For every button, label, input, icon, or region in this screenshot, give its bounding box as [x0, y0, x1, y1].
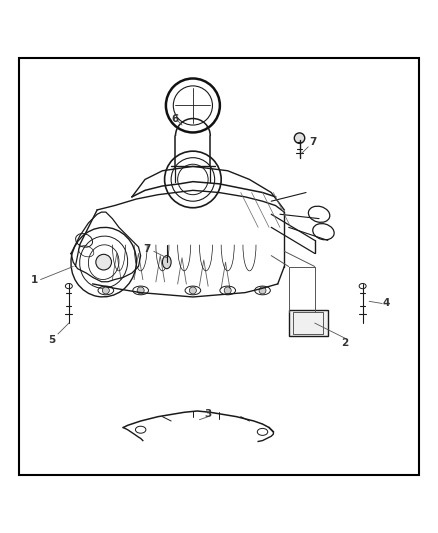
Text: 7: 7: [309, 138, 316, 148]
Circle shape: [102, 287, 110, 294]
Text: 6: 6: [172, 114, 179, 124]
Circle shape: [189, 287, 196, 294]
Text: 2: 2: [342, 338, 349, 348]
Text: 4: 4: [383, 298, 390, 309]
Text: 5: 5: [48, 335, 55, 345]
Ellipse shape: [294, 133, 305, 143]
Ellipse shape: [162, 256, 171, 269]
Text: 3: 3: [205, 409, 212, 419]
Circle shape: [224, 287, 231, 294]
Text: 1: 1: [30, 274, 38, 285]
Circle shape: [259, 287, 266, 294]
Circle shape: [96, 254, 112, 270]
FancyBboxPatch shape: [289, 310, 328, 336]
Circle shape: [137, 287, 144, 294]
Text: 7: 7: [144, 244, 151, 254]
